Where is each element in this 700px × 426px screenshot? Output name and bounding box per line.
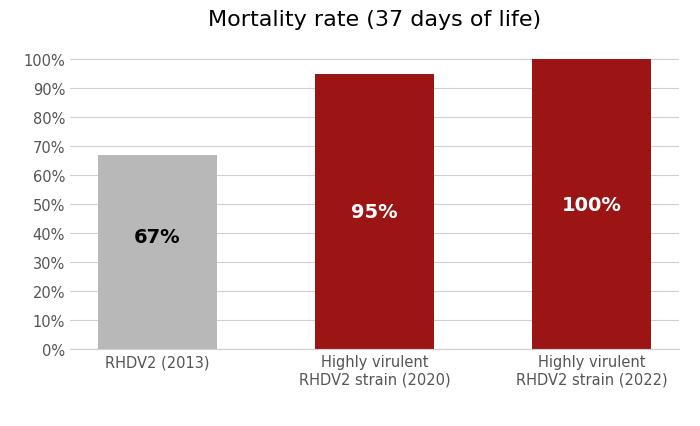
Text: 67%: 67% [134,227,181,246]
Title: Mortality rate (37 days of life): Mortality rate (37 days of life) [208,10,541,30]
Bar [315,75,434,349]
Bar [532,60,651,349]
Bar [98,155,217,349]
Text: 100%: 100% [561,195,622,214]
Text: 95%: 95% [351,202,398,222]
